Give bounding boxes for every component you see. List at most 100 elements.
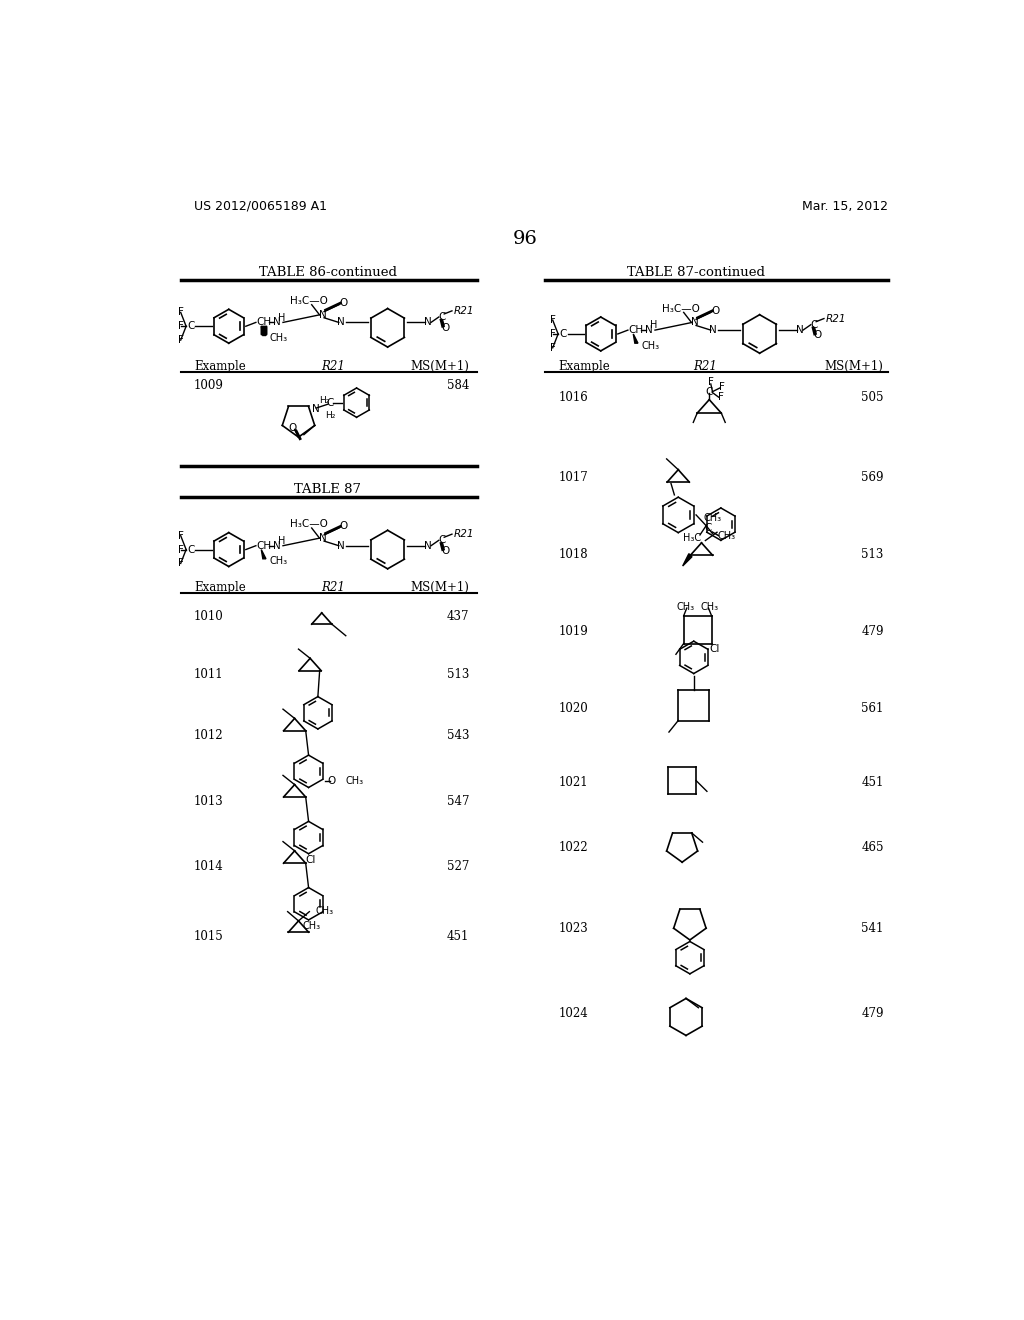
Text: Example: Example [194, 581, 246, 594]
Text: C: C [187, 321, 196, 331]
Text: N: N [273, 317, 281, 327]
Text: CH₃: CH₃ [717, 532, 735, 541]
Text: 1014: 1014 [194, 861, 223, 874]
Text: 96: 96 [512, 230, 538, 248]
Text: 451: 451 [446, 929, 469, 942]
Text: H₃C—O: H₃C—O [662, 304, 699, 314]
Text: R21: R21 [322, 360, 345, 372]
Text: O: O [339, 521, 347, 532]
Text: 513: 513 [446, 668, 469, 681]
Text: TABLE 87: TABLE 87 [295, 483, 361, 496]
Text: O: O [441, 323, 450, 333]
Text: N: N [273, 541, 281, 550]
Text: F: F [708, 378, 714, 388]
Text: H₂: H₂ [325, 412, 336, 420]
Text: F: F [178, 531, 183, 541]
Text: F: F [178, 321, 183, 331]
Text: N: N [424, 541, 432, 550]
Text: 1013: 1013 [194, 795, 223, 808]
Text: 1020: 1020 [558, 702, 588, 715]
Text: 1015: 1015 [194, 929, 223, 942]
Text: CH₃: CH₃ [270, 333, 288, 343]
Text: 1019: 1019 [558, 626, 588, 639]
Text: 561: 561 [861, 702, 884, 715]
Text: 1018: 1018 [558, 548, 588, 561]
Text: 569: 569 [861, 471, 884, 484]
Text: CH₃: CH₃ [270, 556, 288, 566]
Text: 527: 527 [446, 861, 469, 874]
Text: H₃C: H₃C [683, 533, 701, 543]
Text: O: O [441, 546, 450, 556]
Text: MS(M+1): MS(M+1) [824, 360, 884, 372]
Text: 547: 547 [446, 795, 469, 808]
Text: N: N [312, 404, 321, 413]
Text: R21: R21 [322, 581, 345, 594]
Text: O: O [339, 298, 347, 308]
Text: H: H [278, 313, 285, 323]
Text: N: N [710, 325, 717, 335]
Text: H₃C—O: H₃C—O [290, 519, 328, 529]
Text: N: N [691, 317, 699, 327]
Text: F: F [178, 545, 183, 554]
Text: N: N [319, 533, 328, 543]
Text: 1011: 1011 [194, 668, 223, 681]
Text: MS(M+1): MS(M+1) [411, 360, 469, 372]
Text: C: C [706, 387, 713, 397]
Text: 479: 479 [861, 1007, 884, 1019]
Text: 1024: 1024 [558, 1007, 588, 1019]
Text: CH₃: CH₃ [345, 776, 364, 785]
Text: F: F [178, 335, 183, 345]
Polygon shape [261, 326, 266, 335]
Text: 543: 543 [446, 730, 469, 742]
Text: Mar. 15, 2012: Mar. 15, 2012 [802, 199, 888, 213]
Text: N: N [796, 325, 804, 335]
Text: 1012: 1012 [194, 730, 223, 742]
Text: 1016: 1016 [558, 391, 588, 404]
Text: F: F [719, 381, 725, 392]
Text: TABLE 86-continued: TABLE 86-continued [259, 265, 397, 279]
Text: C: C [560, 329, 567, 339]
Text: F: F [550, 315, 556, 325]
Text: Cl: Cl [710, 644, 720, 655]
Text: 584: 584 [446, 379, 469, 392]
Text: F: F [178, 308, 183, 317]
Text: R21: R21 [454, 306, 474, 315]
Text: 513: 513 [861, 548, 884, 561]
Text: MS(M+1): MS(M+1) [411, 581, 469, 594]
Text: O: O [288, 422, 296, 433]
Text: C: C [327, 397, 334, 408]
Text: 479: 479 [861, 626, 884, 639]
Text: H₃C—O: H₃C—O [290, 296, 328, 306]
Text: 1023: 1023 [558, 921, 588, 935]
Text: CH₃: CH₃ [703, 513, 721, 523]
Text: N: N [319, 310, 328, 319]
Text: O: O [712, 306, 720, 315]
Polygon shape [261, 326, 266, 334]
Text: C: C [187, 545, 196, 554]
Text: C: C [810, 319, 817, 330]
Text: R21: R21 [454, 529, 474, 539]
Text: 1009: 1009 [194, 379, 224, 392]
Text: N: N [424, 317, 432, 327]
Text: Example: Example [558, 360, 610, 372]
Text: TABLE 87-continued: TABLE 87-continued [627, 265, 765, 279]
Text: 451: 451 [861, 776, 884, 788]
Text: O: O [328, 776, 336, 785]
Text: H: H [278, 536, 285, 546]
Text: R21: R21 [825, 314, 846, 323]
Text: CH₃: CH₃ [676, 602, 694, 611]
Text: 541: 541 [861, 921, 884, 935]
Text: F: F [550, 329, 556, 339]
Polygon shape [683, 553, 692, 566]
Text: F: F [550, 343, 556, 352]
Text: H: H [650, 321, 657, 330]
Text: 1017: 1017 [558, 471, 588, 484]
Text: 1022: 1022 [558, 841, 588, 854]
Polygon shape [261, 549, 266, 558]
Text: 1021: 1021 [558, 776, 588, 788]
Text: CH₃: CH₃ [315, 907, 334, 916]
Text: N: N [645, 325, 652, 335]
Text: C: C [438, 536, 445, 545]
Text: 505: 505 [861, 391, 884, 404]
Text: Cl: Cl [305, 855, 315, 865]
